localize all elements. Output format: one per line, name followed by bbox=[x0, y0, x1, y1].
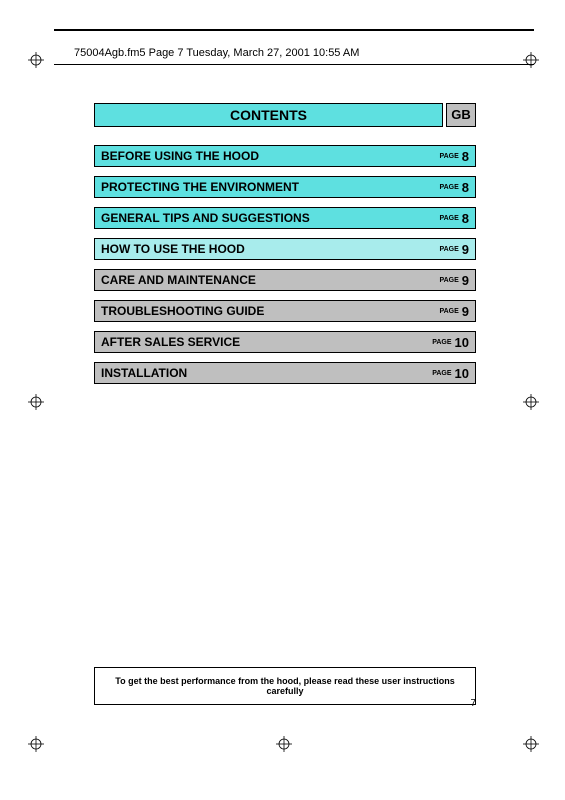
registration-mark-icon bbox=[28, 394, 44, 410]
contents-header-row: CONTENTS GB bbox=[94, 103, 476, 127]
footer-text: To get the best performance from the hoo… bbox=[115, 676, 454, 696]
toc-page-label: PAGE bbox=[432, 370, 451, 377]
registration-mark-icon bbox=[523, 736, 539, 752]
toc-row: TROUBLESHOOTING GUIDEPAGE 9 bbox=[94, 300, 476, 322]
toc-title: GENERAL TIPS AND SUGGESTIONS bbox=[101, 211, 439, 225]
registration-mark-icon bbox=[28, 736, 44, 752]
toc-title: CARE AND MAINTENANCE bbox=[101, 273, 439, 287]
toc-row: INSTALLATIONPAGE 10 bbox=[94, 362, 476, 384]
toc-row: AFTER SALES SERVICEPAGE 10 bbox=[94, 331, 476, 353]
header-bottom-rule bbox=[54, 64, 534, 65]
registration-mark-icon bbox=[276, 736, 292, 752]
registration-mark-icon bbox=[28, 52, 44, 68]
toc-page-number: 10 bbox=[455, 366, 469, 381]
toc-page-number: 9 bbox=[462, 304, 469, 319]
toc-container: BEFORE USING THE HOODPAGE8PROTECTING THE… bbox=[94, 145, 476, 384]
toc-page-number: 8 bbox=[462, 211, 469, 226]
toc-page-label: PAGE bbox=[439, 153, 458, 160]
toc-row: CARE AND MAINTENANCEPAGE 9 bbox=[94, 269, 476, 291]
toc-row: BEFORE USING THE HOODPAGE 8 bbox=[94, 145, 476, 167]
toc-page-label: PAGE bbox=[439, 308, 458, 315]
toc-page-number: 9 bbox=[462, 273, 469, 288]
toc-row: GENERAL TIPS AND SUGGESTIONSPAGE 8 bbox=[94, 207, 476, 229]
toc-page-label: PAGE bbox=[439, 277, 458, 284]
toc-page-number: 9 bbox=[462, 242, 469, 257]
toc-page-number: 8 bbox=[462, 180, 469, 195]
toc-title: PROTECTING THE ENVIRONMENT bbox=[101, 180, 439, 194]
registration-mark-icon bbox=[523, 52, 539, 68]
content-area: CONTENTS GB BEFORE USING THE HOODPAGE8PR… bbox=[94, 103, 476, 393]
header-path: 75004Agb.fm5 Page 7 Tuesday, March 27, 2… bbox=[74, 47, 359, 59]
toc-title: INSTALLATION bbox=[101, 366, 432, 380]
toc-row: HOW TO USE THE HOODPAGE 9 bbox=[94, 238, 476, 260]
toc-page-label: PAGE bbox=[439, 246, 458, 253]
toc-title: HOW TO USE THE HOOD bbox=[101, 242, 439, 256]
toc-page-number: 10 bbox=[455, 335, 469, 350]
registration-mark-icon bbox=[523, 394, 539, 410]
contents-title: CONTENTS bbox=[94, 103, 443, 127]
toc-title: AFTER SALES SERVICE bbox=[101, 335, 432, 349]
toc-page-label: PAGE bbox=[439, 215, 458, 222]
toc-title: TROUBLESHOOTING GUIDE bbox=[101, 304, 439, 318]
contents-badge: GB bbox=[446, 103, 476, 127]
toc-title: BEFORE USING THE HOOD bbox=[101, 149, 439, 163]
page-number: 7 bbox=[470, 698, 476, 709]
toc-page-label: PAGE bbox=[439, 184, 458, 191]
toc-row: PROTECTING THE ENVIRONMENTPAGE 8 bbox=[94, 176, 476, 198]
header-top-rule bbox=[54, 29, 534, 31]
footer-box: To get the best performance from the hoo… bbox=[94, 667, 476, 705]
toc-page-number: 8 bbox=[462, 149, 469, 164]
toc-page-label: PAGE bbox=[432, 339, 451, 346]
